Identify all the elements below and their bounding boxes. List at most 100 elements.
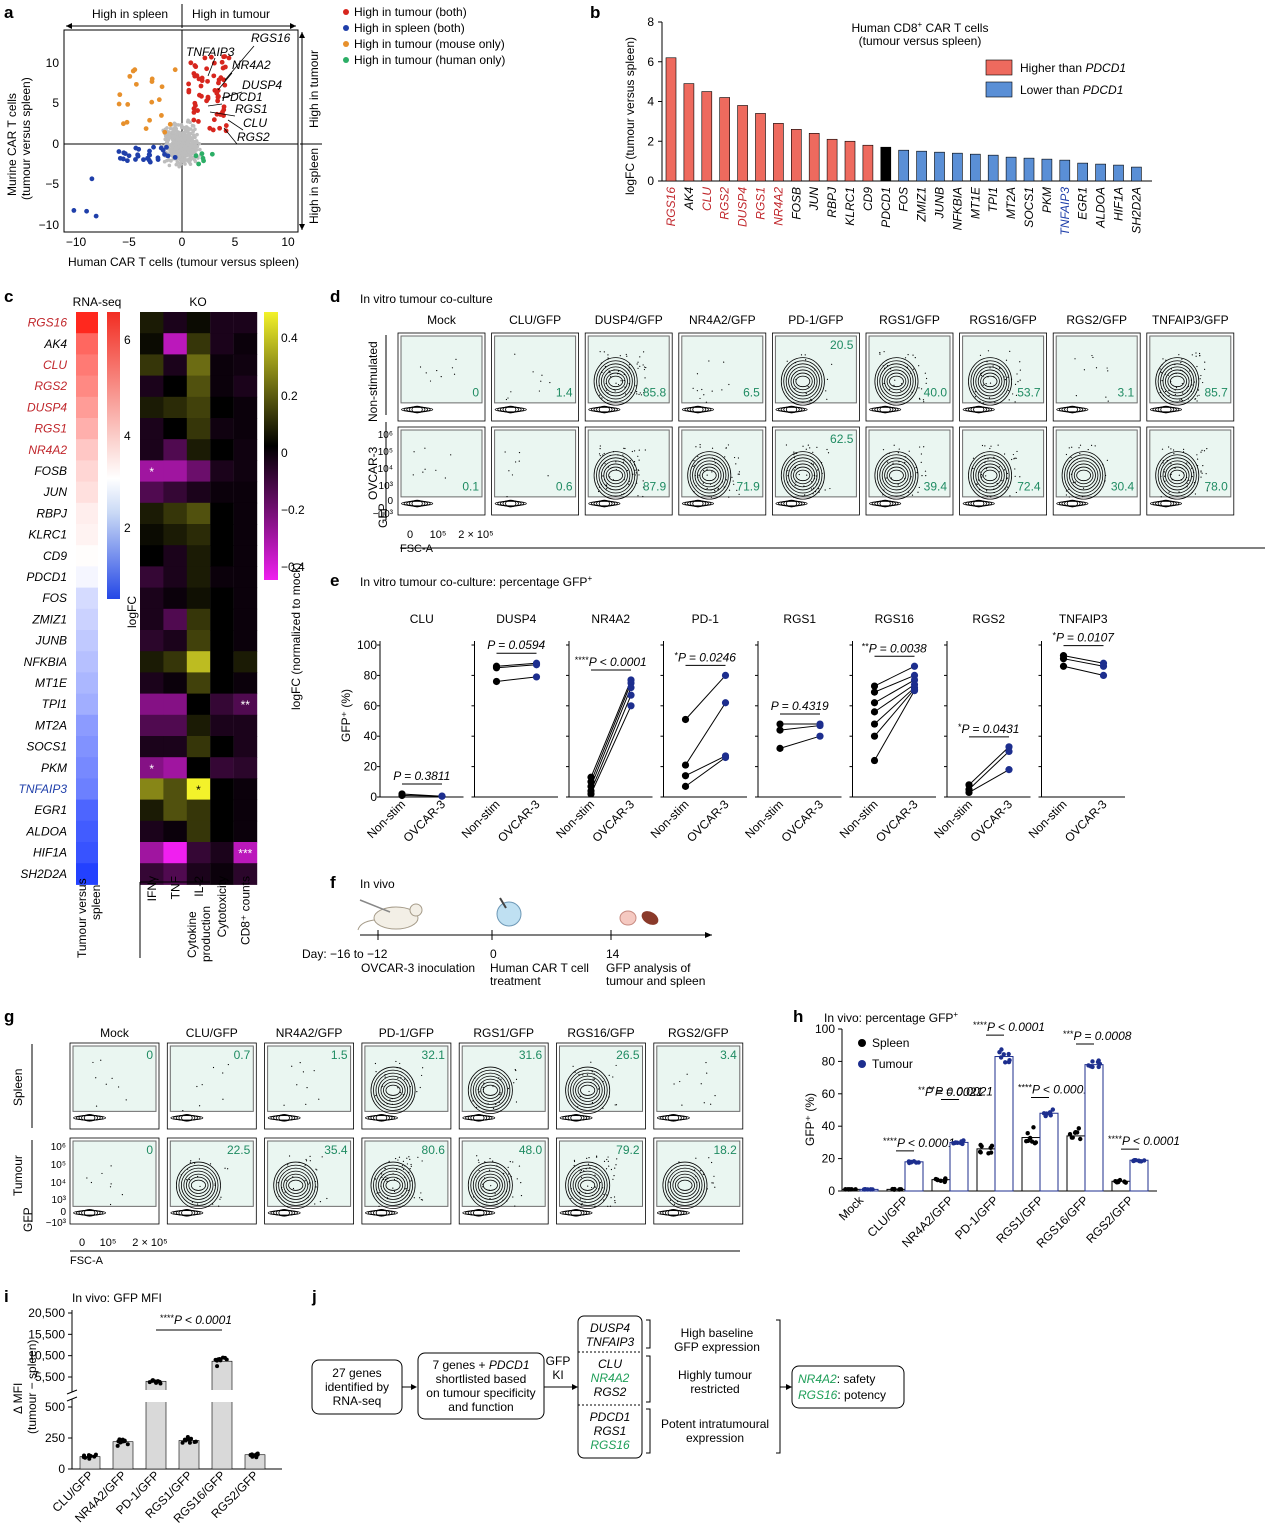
event-dot	[1065, 490, 1068, 492]
event-dot	[601, 397, 603, 399]
event-dot	[391, 1103, 393, 1106]
scatter-point-red	[222, 82, 228, 88]
heatmap-gene: MT1E	[35, 676, 68, 690]
gfp-gate	[400, 335, 483, 404]
event-dot	[987, 350, 990, 352]
event-dot	[697, 476, 699, 478]
gate-percentage: 0.7	[234, 1048, 251, 1062]
event-dot	[384, 1176, 386, 1178]
event-dot	[110, 1183, 112, 1185]
ko-cell	[210, 672, 234, 695]
contour	[980, 466, 1000, 485]
event-dot	[1005, 478, 1008, 480]
gate-percentage: 0	[146, 1143, 153, 1157]
step-1: OVCAR-3 inoculation	[361, 961, 475, 975]
event-dot	[1004, 379, 1006, 381]
event-dot	[398, 1156, 401, 1158]
event-dot	[1071, 446, 1073, 448]
ko-cell	[210, 757, 234, 779]
ko-cell	[233, 418, 258, 440]
event-dot	[403, 1168, 405, 1170]
event-dot	[86, 1177, 88, 1179]
event-dot	[599, 1181, 602, 1184]
event-dot	[1175, 387, 1178, 389]
event-dot	[1014, 383, 1017, 385]
ytick-label: 6	[647, 55, 654, 69]
event-dot	[711, 447, 714, 449]
heatmap-gene: DUSP4	[27, 400, 67, 414]
event-dot	[110, 1165, 112, 1167]
event-dot	[1180, 361, 1182, 364]
ko-cell	[163, 672, 187, 695]
flow-ytick: 10⁶	[378, 430, 393, 441]
scatter-point-grey	[179, 148, 184, 152]
event-dot	[604, 479, 606, 481]
event-dot	[608, 370, 610, 372]
event-dot	[613, 369, 615, 371]
event-dot	[386, 1197, 389, 1199]
column-header: RGS1/GFP	[473, 1026, 534, 1040]
panel-f-title: In vivo	[360, 877, 395, 891]
event-dot	[912, 368, 915, 370]
scatter-point-red	[198, 83, 204, 89]
event-dot	[804, 494, 806, 496]
pair-line	[779, 735, 821, 749]
ko-cell	[233, 778, 258, 801]
event-dot	[725, 479, 728, 481]
contour	[672, 1173, 698, 1197]
contour	[375, 1114, 388, 1122]
event-dot	[711, 1161, 713, 1164]
event-dot	[220, 1196, 222, 1198]
event-dot	[1200, 471, 1202, 473]
final-2: RGS16: potency	[798, 1388, 886, 1402]
event-dot	[898, 448, 900, 450]
event-dot	[1200, 374, 1202, 377]
event-dot	[693, 491, 695, 493]
event-dot	[590, 1061, 592, 1063]
point-nonstim	[965, 788, 973, 797]
pair-line	[874, 684, 915, 713]
event-dot	[914, 357, 916, 359]
event-dot	[435, 469, 437, 471]
event-dot	[989, 382, 992, 384]
event-dot	[518, 1165, 521, 1167]
event-dot	[214, 1184, 216, 1187]
point-spleen	[1025, 1131, 1030, 1136]
event-dot	[489, 1157, 491, 1160]
legend-swatch-red	[985, 59, 1013, 76]
ko-cell	[233, 354, 258, 377]
event-dot	[1161, 372, 1163, 374]
gate-percentage: 71.9	[736, 479, 760, 493]
event-dot	[402, 1160, 405, 1163]
event-dot	[1160, 371, 1162, 373]
event-dot	[1174, 363, 1176, 366]
event-dot	[624, 386, 626, 388]
flow-plot: 79.2	[556, 1137, 646, 1225]
contour	[980, 372, 1000, 391]
contour	[1167, 372, 1188, 391]
ko-cell	[163, 608, 187, 631]
event-dot	[920, 388, 923, 390]
event-dot	[549, 381, 551, 384]
gate-percentage: 30.4	[1111, 479, 1135, 493]
contour	[879, 457, 914, 494]
contour	[475, 1075, 506, 1105]
point	[220, 1355, 225, 1360]
event-dot	[607, 358, 610, 360]
contour	[383, 1176, 404, 1194]
colorbar-tick: 0.2	[281, 389, 298, 403]
colorbar-tick: 0	[281, 446, 288, 460]
event-dot	[590, 1081, 592, 1084]
pair-line	[1063, 665, 1104, 676]
event-dot	[794, 452, 797, 454]
rnaseq-cell	[76, 799, 98, 822]
event-dot	[518, 460, 520, 462]
contour	[188, 1176, 209, 1194]
contour	[375, 1072, 411, 1108]
point-spleen	[977, 1149, 983, 1155]
ko-cell	[186, 799, 211, 822]
rnaseq-cell	[76, 354, 98, 377]
scatter-point-red	[216, 93, 221, 99]
event-dot	[629, 460, 632, 462]
event-dot	[305, 1160, 308, 1162]
